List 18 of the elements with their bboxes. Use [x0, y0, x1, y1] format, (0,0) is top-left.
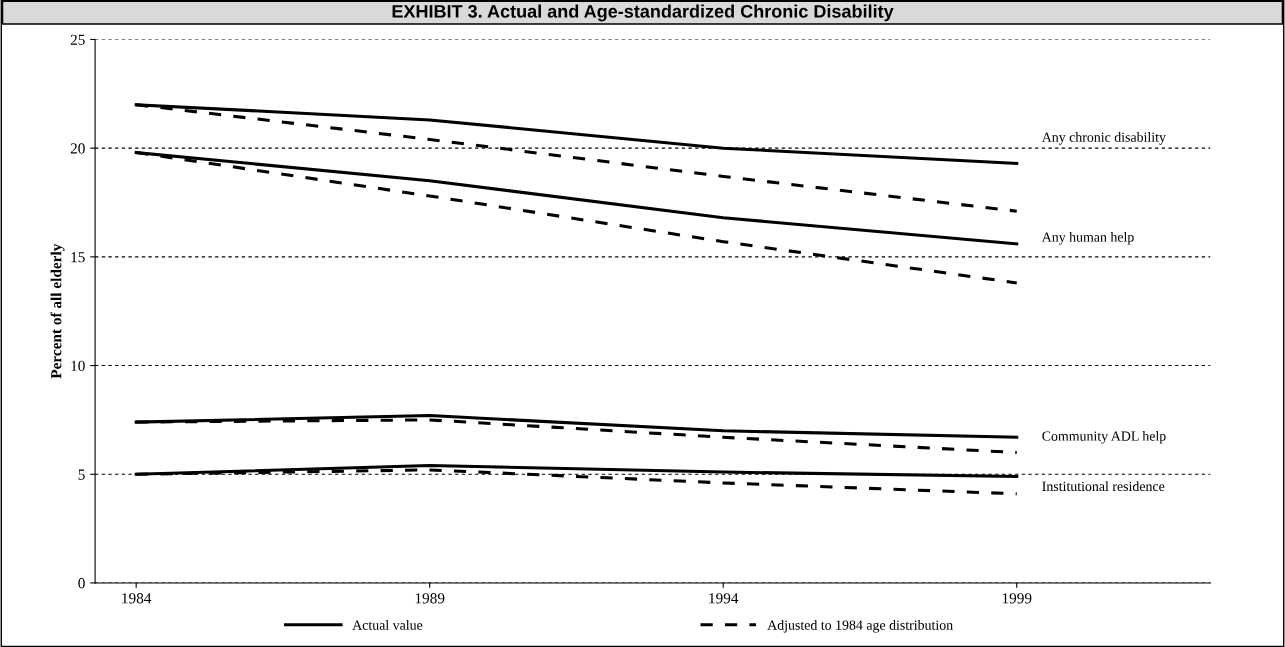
- annotation: Any human help: [1041, 231, 1134, 245]
- y-tick-label: 0: [78, 578, 85, 589]
- x-tick-label: 1994: [709, 593, 739, 604]
- y-tick-label: 25: [70, 34, 85, 45]
- y-tick-label: 5: [78, 469, 85, 480]
- annotation: Community ADL help: [1042, 430, 1166, 444]
- x-tick-label: 1984: [122, 593, 152, 604]
- legend-label: Adjusted to 1984 age distribution: [767, 619, 953, 633]
- y-tick-label: 10: [71, 360, 85, 372]
- annotation: Any chronic disability: [1041, 132, 1166, 145]
- y-tick-label: 15: [71, 252, 85, 263]
- x-tick-label: 1989: [415, 593, 445, 604]
- annotation: Institutional residence: [1042, 481, 1165, 492]
- y-tick-label: 20: [70, 143, 85, 154]
- chart-title: EXHIBIT 3. Actual and Age-standardized Chronic Disability: [392, 4, 894, 22]
- legend-label: Actual value: [352, 619, 423, 630]
- y-axis-title: Percent of all elderly: [50, 243, 65, 379]
- x-tick-label: 1999: [1002, 593, 1032, 604]
